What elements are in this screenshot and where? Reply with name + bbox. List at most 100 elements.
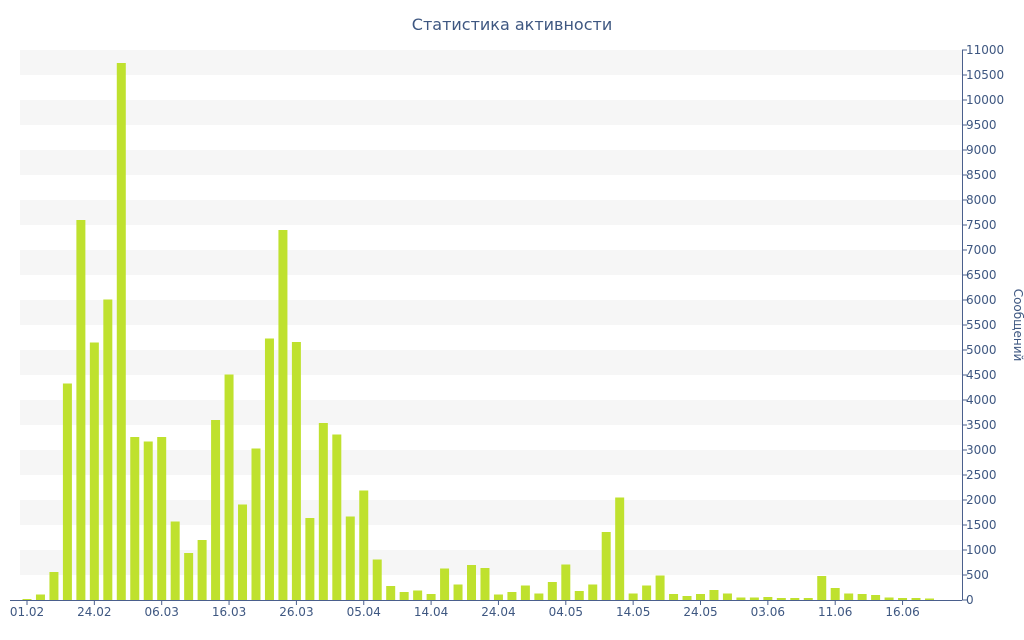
bar bbox=[238, 504, 248, 600]
bar bbox=[749, 597, 759, 600]
bar bbox=[399, 592, 409, 600]
y-tick-label: 1000 bbox=[966, 543, 997, 557]
bar bbox=[790, 598, 800, 600]
bar bbox=[116, 63, 126, 600]
bar bbox=[588, 584, 598, 600]
x-tick-label: 06.03 bbox=[145, 605, 179, 619]
chart-title: Статистика активности bbox=[411, 15, 613, 34]
x-tick-label: 11.06 bbox=[818, 605, 852, 619]
bar bbox=[682, 596, 692, 600]
bar bbox=[372, 559, 382, 600]
bar bbox=[197, 540, 207, 600]
bar bbox=[264, 338, 274, 600]
y-tick-label: 500 bbox=[966, 568, 989, 582]
grid-band bbox=[20, 300, 962, 325]
bar bbox=[817, 576, 827, 600]
y-tick-label: 0 bbox=[966, 593, 974, 607]
bar bbox=[35, 594, 45, 600]
bar bbox=[615, 497, 625, 600]
bar bbox=[89, 342, 99, 600]
bar bbox=[440, 568, 450, 600]
bar bbox=[130, 437, 140, 600]
y-tick-label: 10500 bbox=[966, 68, 1004, 82]
bar bbox=[170, 521, 180, 600]
y-tick-label: 3500 bbox=[966, 418, 997, 432]
bar bbox=[480, 568, 490, 600]
y-tick-labels: 0 500 1000 1500 2000 2500 3000 3500 4000 4500 5000… bbox=[962, 43, 1004, 607]
y-tick-label: 9500 bbox=[966, 118, 997, 132]
bar bbox=[628, 593, 638, 600]
grid-band bbox=[20, 150, 962, 175]
bar bbox=[561, 564, 571, 600]
y-tick-label: 10000 bbox=[966, 93, 1004, 107]
y-tick-label: 3000 bbox=[966, 443, 997, 457]
bar bbox=[76, 220, 86, 600]
bar bbox=[22, 599, 32, 600]
grid-band bbox=[20, 350, 962, 375]
bar bbox=[184, 553, 194, 600]
bar bbox=[830, 588, 840, 600]
x-tick-label: 03.06 bbox=[751, 605, 785, 619]
y-tick-label: 9000 bbox=[966, 143, 997, 157]
x-tick-label: 05.04 bbox=[347, 605, 381, 619]
y-tick-label: 4500 bbox=[966, 368, 997, 382]
x-tick-label: 24.04 bbox=[481, 605, 515, 619]
bar bbox=[224, 374, 234, 600]
x-tick-label: 26.03 bbox=[279, 605, 313, 619]
bar bbox=[520, 585, 530, 600]
bar bbox=[924, 598, 934, 600]
bar bbox=[871, 595, 881, 600]
bar bbox=[305, 518, 315, 600]
y-tick-label: 7000 bbox=[966, 243, 997, 257]
bar bbox=[696, 594, 705, 600]
bar bbox=[844, 593, 854, 600]
y-tick-label: 4000 bbox=[966, 393, 997, 407]
grid-band bbox=[20, 500, 962, 525]
grid-band bbox=[20, 200, 962, 225]
bar bbox=[642, 585, 652, 600]
bar bbox=[211, 420, 221, 600]
x-tick-label: 01.02 bbox=[10, 605, 44, 619]
bar bbox=[62, 383, 72, 600]
bar bbox=[386, 586, 396, 600]
x-tick-label: 16.06 bbox=[885, 605, 919, 619]
bar bbox=[574, 591, 584, 600]
x-tick-label: 04.05 bbox=[549, 605, 583, 619]
bar bbox=[803, 598, 813, 600]
grid-bands bbox=[20, 50, 962, 575]
bar bbox=[884, 597, 894, 600]
bar bbox=[857, 594, 867, 600]
bar bbox=[332, 434, 342, 600]
x-tick-label: 24.02 bbox=[77, 605, 111, 619]
bar bbox=[763, 597, 773, 600]
bar bbox=[143, 441, 153, 600]
bar bbox=[601, 532, 611, 600]
bar bbox=[722, 593, 732, 600]
x-tick-label: 14.05 bbox=[616, 605, 650, 619]
bar bbox=[493, 594, 503, 600]
bar bbox=[453, 584, 463, 600]
bar bbox=[251, 448, 261, 600]
bar bbox=[359, 490, 369, 600]
grid-band bbox=[20, 100, 962, 125]
x-tick-label: 14.04 bbox=[414, 605, 448, 619]
bar bbox=[157, 437, 167, 600]
y-tick-label: 5500 bbox=[966, 318, 997, 332]
bar bbox=[467, 565, 477, 600]
y-axis-label: Сообщений bbox=[1011, 289, 1024, 362]
grid-band bbox=[20, 50, 962, 75]
y-tick-label: 2000 bbox=[966, 493, 997, 507]
y-tick-label: 11000 bbox=[966, 43, 1004, 57]
y-tick-label: 6000 bbox=[966, 293, 997, 307]
grid-band bbox=[20, 450, 962, 475]
bar bbox=[736, 597, 746, 600]
y-tick-label: 7500 bbox=[966, 218, 997, 232]
x-tick-label: 24.05 bbox=[683, 605, 717, 619]
grid-band bbox=[20, 250, 962, 275]
bar bbox=[776, 598, 786, 600]
bar bbox=[709, 590, 719, 600]
y-tick-label: 2500 bbox=[966, 468, 997, 482]
bar bbox=[103, 299, 113, 600]
bar bbox=[413, 590, 423, 600]
